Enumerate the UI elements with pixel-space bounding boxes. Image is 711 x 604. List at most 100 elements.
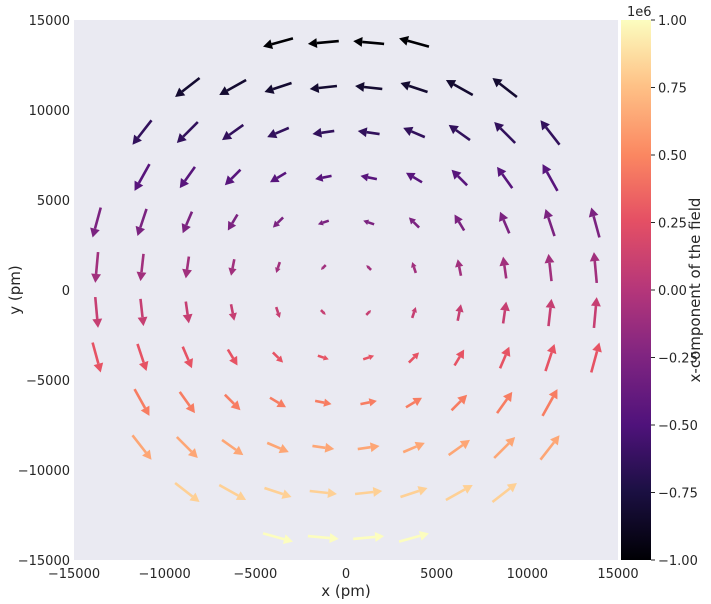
quiver-arrow	[360, 173, 378, 182]
colorbar-tick-label: −0.75	[658, 487, 698, 502]
quiver-arrow	[262, 532, 293, 544]
quiver-arrow	[544, 343, 557, 372]
quiver-arrow	[174, 481, 200, 503]
quiver-arrow	[266, 441, 289, 454]
quiver-arrow	[176, 121, 199, 143]
colorbar-tick-label: −1.00	[658, 554, 698, 569]
quiver-arrow	[499, 211, 511, 234]
quiver-arrow	[274, 306, 281, 318]
quiver-arrow	[179, 166, 196, 189]
quiver-arrow	[181, 346, 193, 369]
y-tick-label: 15000	[29, 14, 70, 29]
colorbar-tick-label: 0.50	[658, 149, 687, 164]
quiver-arrow	[402, 441, 425, 454]
colorbar-tick-label: 1.00	[658, 14, 687, 29]
quiver-arrow	[264, 486, 292, 499]
quiver-arrow	[309, 83, 338, 93]
quiver-arrow	[315, 173, 332, 182]
quiver-arrow	[224, 168, 242, 186]
quiver-arrow	[271, 351, 284, 363]
quiver-arrow	[411, 262, 418, 274]
quiver-arrow	[320, 309, 326, 315]
quiver-arrow	[269, 396, 287, 408]
x-tick-label: −10000	[139, 567, 191, 582]
quiver-arrow	[227, 213, 239, 231]
quiver-arrow	[590, 342, 602, 373]
quiver-arrow	[182, 256, 192, 279]
y-tick-label: 0	[62, 284, 70, 299]
quiver-arrow	[540, 120, 561, 146]
quiver-arrow	[451, 169, 469, 187]
quiver-arrow	[223, 393, 241, 411]
quiver-arrow	[228, 304, 237, 321]
x-tick-label: −15000	[48, 567, 100, 582]
quiver-arrow	[410, 307, 417, 319]
quiver-arrow	[272, 216, 285, 228]
quiver-arrow	[307, 38, 339, 49]
quiver-arrow	[589, 252, 600, 284]
quiver-arrow	[353, 36, 385, 47]
quiver-arrow	[448, 124, 471, 142]
colorbar-label: x-component of the field	[686, 198, 704, 383]
quiver-arrow	[447, 439, 470, 457]
quiver-arrow	[357, 127, 380, 138]
quiver-arrow	[221, 438, 244, 456]
colorbar-tick-label: 0.75	[658, 82, 687, 97]
quiver-arrow	[134, 163, 151, 191]
quiver-arrow	[312, 442, 335, 453]
quiver-arrow	[312, 127, 335, 138]
quiver-arrow	[136, 253, 147, 282]
quiver-arrow	[403, 126, 426, 139]
y-tick-label: −5000	[26, 374, 70, 389]
quiver-arrow	[175, 76, 201, 98]
quiver-arrow	[309, 488, 337, 498]
quiver-arrow	[317, 219, 330, 226]
x-tick-label: 5000	[420, 567, 453, 582]
quiver-arrow	[499, 256, 510, 279]
y-axis-ticks: −15000 −10000 −5000 0 5000 10000 15000	[18, 14, 70, 569]
colorbar-tick-label: −0.50	[658, 419, 698, 434]
quiver-arrow	[491, 482, 517, 504]
quiver-arrow	[181, 211, 194, 234]
quiver-arrow	[132, 119, 153, 145]
quiver-arrow	[453, 349, 465, 367]
quiver-arrow	[269, 171, 287, 183]
quiver-arrow	[353, 531, 385, 542]
quiver-arrow	[363, 219, 375, 226]
x-tick-label: −5000	[233, 567, 277, 582]
colorbar	[621, 20, 651, 560]
quiver-arrow	[267, 126, 290, 139]
x-axis-ticks: −15000 −10000 −5000 0 5000 10000 15000	[48, 567, 639, 582]
quiver-arrow	[588, 207, 601, 238]
quiver-arrow	[405, 172, 423, 184]
quiver-arrow	[366, 265, 372, 271]
plot-background	[74, 20, 618, 560]
quiver-arrow	[496, 391, 513, 414]
quiver-arrow	[494, 122, 517, 144]
quiver-arrow	[362, 354, 375, 361]
quiver-arrow	[445, 485, 473, 502]
x-tick-label: 0	[342, 567, 350, 582]
x-axis-label: x (pm)	[321, 582, 370, 600]
quiver-arrow	[182, 301, 193, 324]
x-tick-label: 15000	[597, 567, 638, 582]
quiver-arrow	[454, 214, 466, 232]
quiver-arrow	[222, 123, 245, 141]
y-tick-label: 5000	[37, 194, 70, 209]
colorbar-tick-label: 0.00	[658, 284, 687, 299]
quiver-arrow	[360, 398, 377, 407]
quiver-arrow	[314, 398, 332, 407]
quiver-arrow	[590, 297, 601, 329]
quiver-arrow	[399, 36, 430, 48]
quiver-arrow	[445, 80, 474, 97]
quiver-arrow	[92, 296, 103, 328]
quiver-arrow	[131, 434, 152, 460]
quiver-arrow	[354, 487, 383, 497]
quiver-arrow	[398, 531, 429, 543]
quiver-arrow	[275, 261, 282, 273]
quiver-arrow	[136, 343, 149, 372]
quiver-arrow	[135, 208, 148, 237]
y-tick-label: −10000	[18, 464, 70, 479]
quiver-arrow	[137, 298, 148, 327]
quiver-arrow	[178, 391, 195, 414]
